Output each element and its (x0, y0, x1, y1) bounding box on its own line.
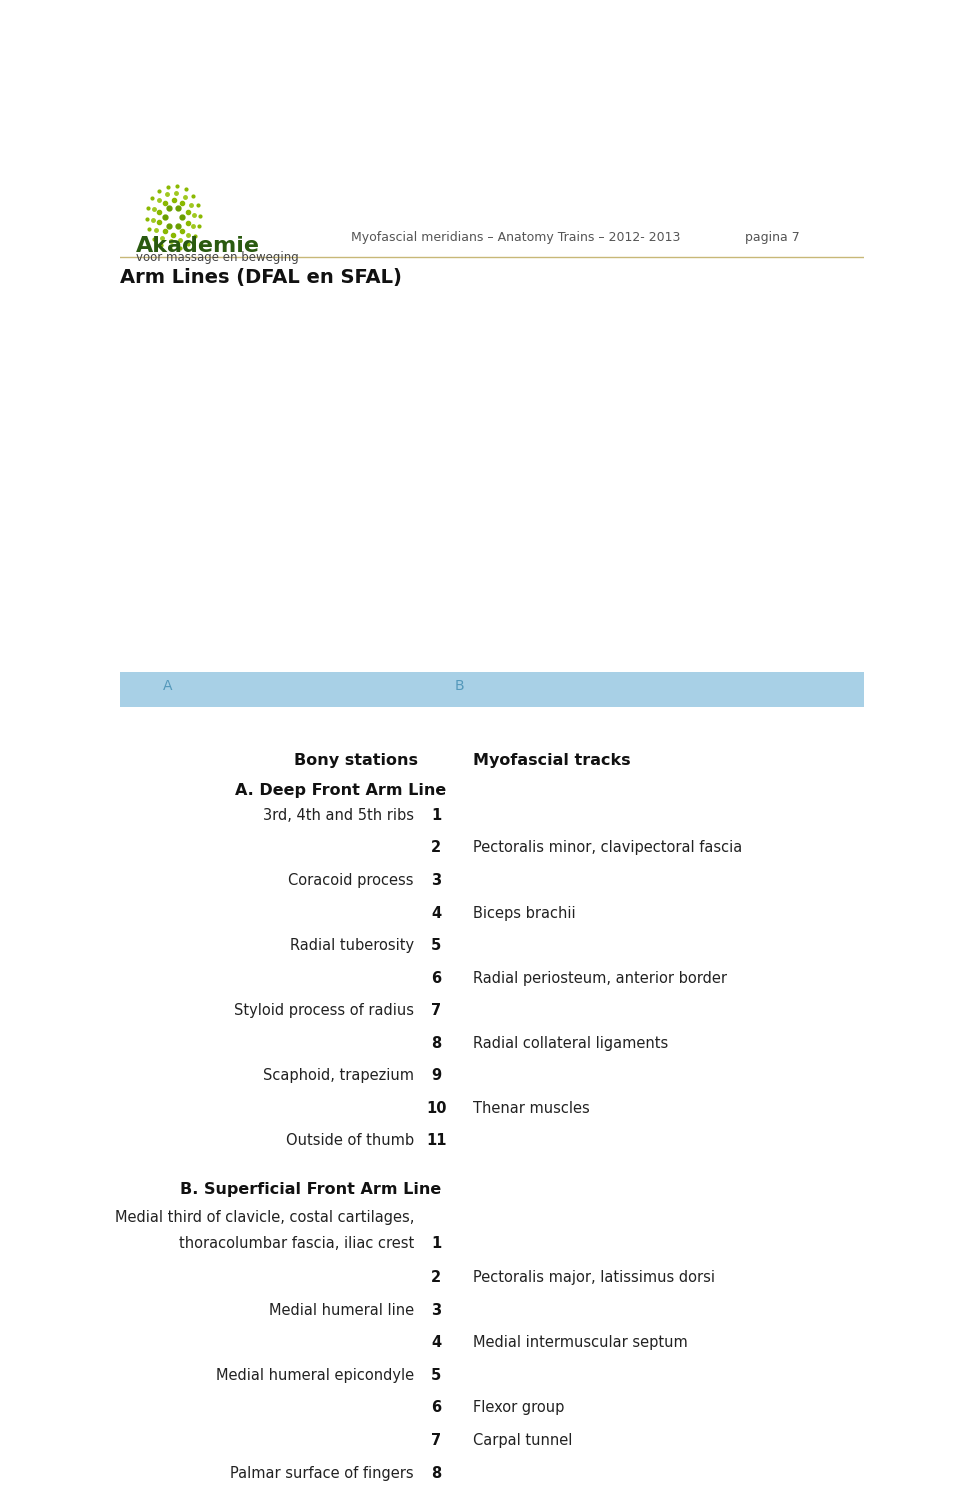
Text: 3: 3 (431, 873, 442, 888)
Text: 8: 8 (431, 1036, 442, 1051)
Text: Styloid process of radius: Styloid process of radius (234, 1003, 414, 1018)
FancyBboxPatch shape (120, 672, 864, 707)
Text: 4: 4 (431, 906, 442, 921)
Text: Outside of thumb: Outside of thumb (286, 1134, 414, 1149)
Text: pagina 7: pagina 7 (745, 231, 800, 245)
Text: Akademie: Akademie (136, 236, 260, 255)
Text: Arm Lines (DFAL en SFAL): Arm Lines (DFAL en SFAL) (120, 269, 402, 287)
Text: Carpal tunnel: Carpal tunnel (473, 1433, 573, 1448)
Text: 11: 11 (426, 1134, 446, 1149)
Text: Scaphoid, trapezium: Scaphoid, trapezium (263, 1069, 414, 1083)
Text: thoracolumbar fascia, iliac crest: thoracolumbar fascia, iliac crest (179, 1237, 414, 1250)
Text: 8: 8 (431, 1466, 442, 1480)
Text: Flexor group: Flexor group (473, 1400, 564, 1415)
Text: 4: 4 (431, 1335, 442, 1350)
Text: Biceps brachii: Biceps brachii (473, 906, 576, 921)
Text: 1: 1 (431, 1237, 442, 1250)
Text: Radial collateral ligaments: Radial collateral ligaments (473, 1036, 669, 1051)
Text: 9: 9 (431, 1069, 442, 1083)
Text: 3: 3 (431, 1303, 442, 1318)
Text: Thenar muscles: Thenar muscles (473, 1101, 590, 1116)
Text: 5: 5 (431, 938, 442, 953)
Text: 7: 7 (431, 1003, 442, 1018)
Text: Bony stations: Bony stations (294, 753, 418, 769)
Text: Radial periosteum, anterior border: Radial periosteum, anterior border (473, 971, 728, 986)
Text: Medial intermuscular septum: Medial intermuscular septum (473, 1335, 688, 1350)
Text: Medial humeral line: Medial humeral line (269, 1303, 414, 1318)
Text: 7: 7 (431, 1433, 442, 1448)
Text: Myofascial tracks: Myofascial tracks (473, 753, 631, 769)
Text: A: A (163, 680, 173, 693)
Text: 2: 2 (431, 1270, 442, 1285)
Text: 6: 6 (431, 1400, 442, 1415)
Text: 2: 2 (431, 841, 442, 856)
Text: 3rd, 4th and 5th ribs: 3rd, 4th and 5th ribs (263, 808, 414, 823)
Text: B. Superficial Front Arm Line: B. Superficial Front Arm Line (180, 1182, 441, 1197)
Text: B: B (455, 680, 465, 693)
Text: A. Deep Front Arm Line: A. Deep Front Arm Line (235, 784, 446, 799)
Text: Coracoid process: Coracoid process (288, 873, 414, 888)
Text: voor massage en beweging: voor massage en beweging (136, 251, 300, 264)
Text: 10: 10 (426, 1101, 446, 1116)
Text: 6: 6 (431, 971, 442, 986)
Text: Medial third of clavicle, costal cartilages,: Medial third of clavicle, costal cartila… (114, 1210, 414, 1225)
Text: 1: 1 (431, 808, 442, 823)
Text: Myofascial meridians – Anatomy Trains – 2012- 2013: Myofascial meridians – Anatomy Trains – … (350, 231, 680, 245)
Text: Palmar surface of fingers: Palmar surface of fingers (230, 1466, 414, 1480)
Text: Radial tuberosity: Radial tuberosity (290, 938, 414, 953)
Text: Pectoralis major, latissimus dorsi: Pectoralis major, latissimus dorsi (473, 1270, 715, 1285)
Text: Pectoralis minor, clavipectoral fascia: Pectoralis minor, clavipectoral fascia (473, 841, 743, 856)
Text: Medial humeral epicondyle: Medial humeral epicondyle (216, 1368, 414, 1383)
Text: 5: 5 (431, 1368, 442, 1383)
